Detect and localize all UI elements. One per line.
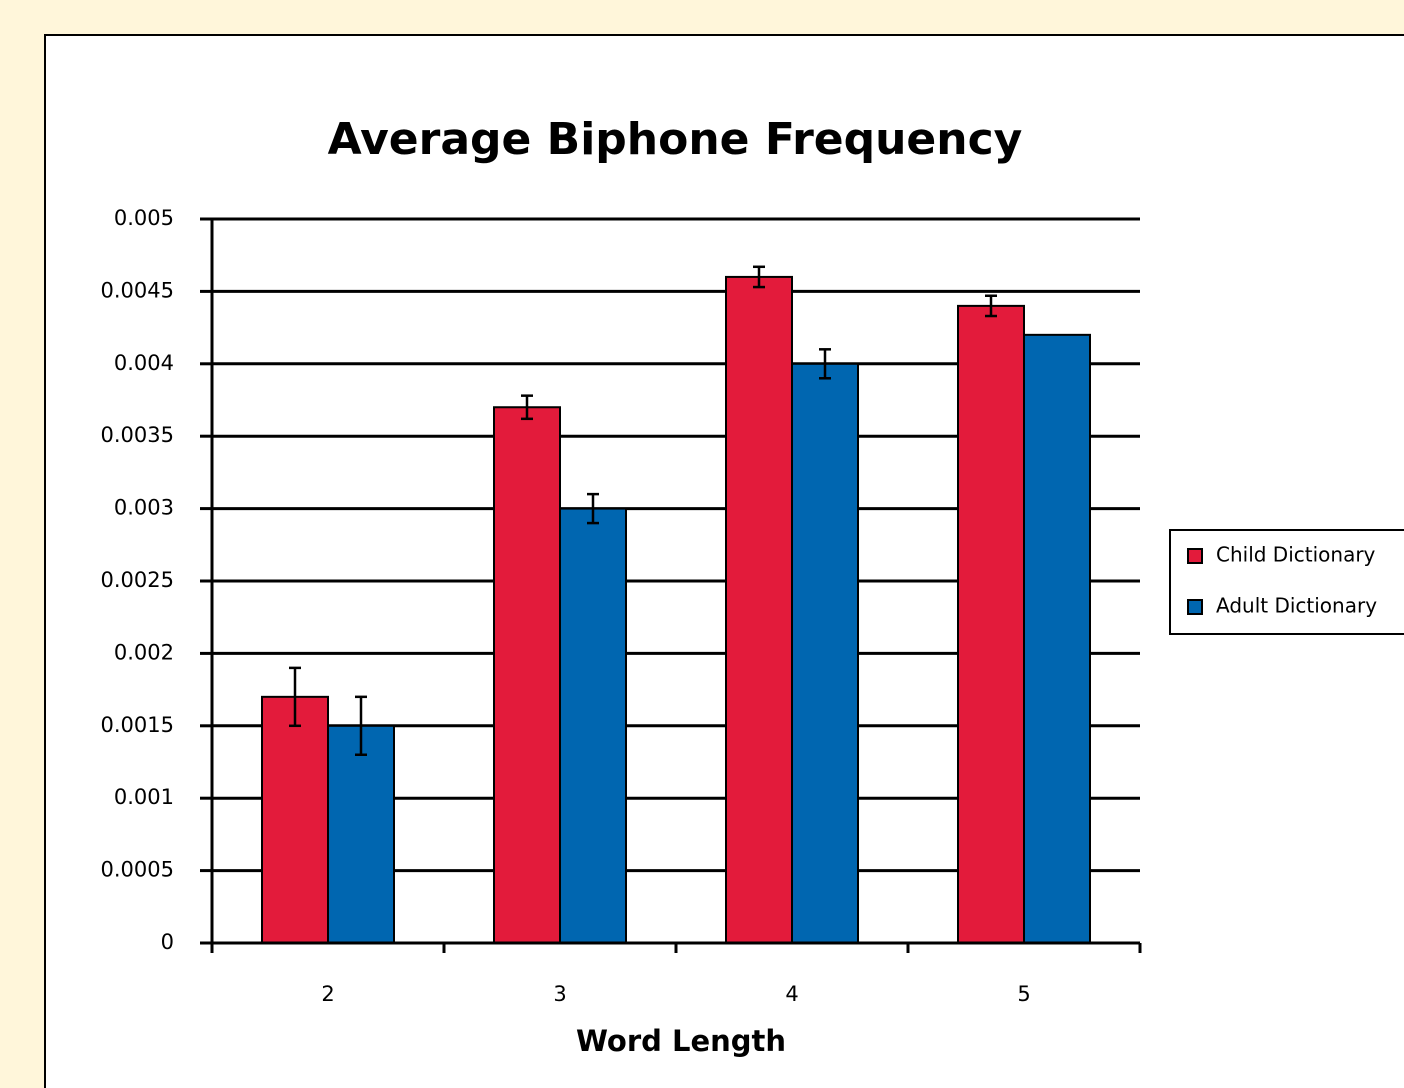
error-bar <box>355 695 367 757</box>
chart-title: Average Biphone Frequency <box>328 114 1023 165</box>
error-bar <box>753 265 765 289</box>
y-tick-label: 0.002 <box>114 640 174 664</box>
bar <box>791 362 859 944</box>
x-tick-label: 3 <box>553 982 566 1006</box>
bar <box>559 507 627 944</box>
error-bar <box>985 294 997 318</box>
bar <box>327 724 395 944</box>
y-tick-label: 0.0035 <box>101 423 174 447</box>
bar <box>1023 333 1091 944</box>
x-tick-label: 4 <box>785 982 798 1006</box>
error-bar <box>521 394 533 421</box>
error-bar <box>289 666 301 728</box>
legend-label: Adult Dictionary <box>1216 594 1377 618</box>
bar <box>261 695 329 945</box>
error-bar <box>819 348 831 380</box>
bar <box>493 406 561 944</box>
legend-label: Child Dictionary <box>1216 543 1376 567</box>
y-tick-label: 0.001 <box>114 785 174 809</box>
x-tick-label: 5 <box>1017 982 1030 1006</box>
bar <box>725 275 793 945</box>
y-tick-label: 0.0005 <box>101 858 174 882</box>
x-tick-label: 2 <box>321 982 334 1006</box>
y-tick-label: 0 <box>161 930 174 954</box>
y-tick-label: 0.004 <box>114 351 174 375</box>
y-tick-label: 0.005 <box>114 206 174 230</box>
bar <box>957 304 1025 944</box>
legend-box <box>1169 529 1404 635</box>
y-tick-label: 0.0045 <box>101 278 174 302</box>
error-bar <box>587 492 599 525</box>
x-axis-label: Word Length <box>576 1024 786 1058</box>
y-tick-label: 0.0015 <box>101 713 174 737</box>
legend-swatch <box>1187 548 1203 564</box>
y-tick-label: 0.0025 <box>101 568 174 592</box>
y-tick-label: 0.003 <box>114 496 174 520</box>
legend-swatch <box>1187 599 1203 615</box>
